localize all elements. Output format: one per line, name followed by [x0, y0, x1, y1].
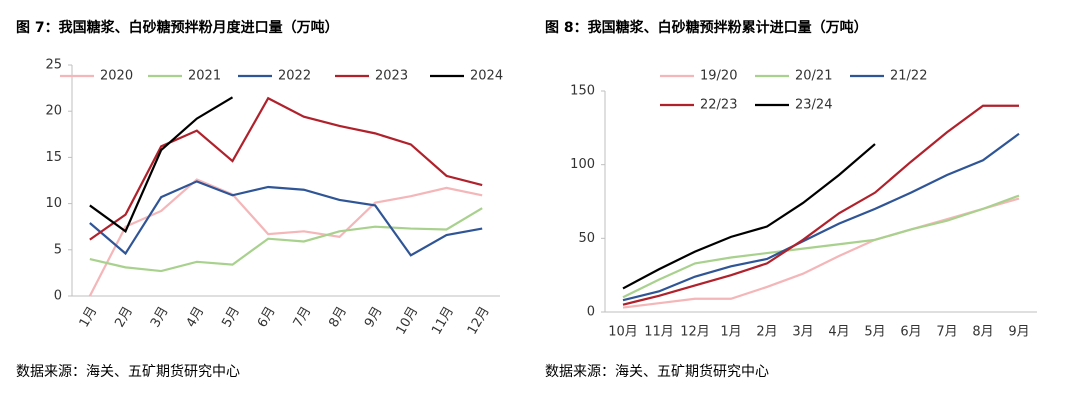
- x-tick-label: 7月: [936, 325, 957, 340]
- legend-label: 2021: [188, 69, 221, 84]
- x-tick-label: 1月: [77, 304, 101, 330]
- x-tick-label: 3月: [792, 325, 813, 340]
- series-line: [622, 194, 1020, 299]
- legend-label: 23/24: [795, 98, 832, 113]
- legend-label: 21/22: [890, 69, 927, 84]
- x-tick-label: 6月: [900, 325, 921, 340]
- x-tick-label: 9月: [362, 304, 386, 330]
- x-tick-label: 1月: [720, 325, 741, 340]
- chart-title: 图 8：我国糖浆、白砂糖预拌粉累计进口量（万吨）: [545, 19, 868, 36]
- x-tick-label: 11月: [644, 325, 674, 340]
- x-tick-label: 12月: [465, 304, 493, 337]
- series-line: [89, 207, 483, 273]
- series-line: [622, 132, 1020, 302]
- series-line: [622, 197, 1020, 309]
- series-line: [89, 180, 483, 257]
- x-tick-label: 5月: [864, 325, 885, 340]
- x-tick-label: 8月: [326, 304, 350, 330]
- y-tick-label: 0: [587, 305, 595, 320]
- x-tick-label: 2月: [756, 325, 777, 340]
- y-tick-label: 0: [54, 289, 62, 304]
- series-line: [622, 143, 876, 290]
- x-tick-label: 4月: [184, 304, 208, 330]
- series-line: [89, 96, 234, 234]
- series-line: [89, 96, 483, 241]
- x-tick-label: 6月: [255, 304, 279, 330]
- x-tick-label: 10月: [608, 325, 638, 340]
- y-tick-label: 25: [45, 58, 62, 73]
- y-tick-label: 10: [45, 196, 62, 211]
- x-tick-label: 8月: [972, 325, 993, 340]
- x-tick-label: 11月: [429, 304, 457, 337]
- legend-label: 20/21: [795, 69, 832, 84]
- chart-title: 图 7：我国糖浆、白砂糖预拌粉月度进口量（万吨）: [16, 19, 339, 36]
- x-tick-label: 5月: [219, 304, 243, 330]
- y-tick-label: 5: [54, 242, 62, 257]
- x-tick-label: 3月: [148, 304, 172, 330]
- x-tick-label: 7月: [291, 304, 315, 330]
- y-tick-label: 150: [570, 84, 595, 99]
- y-tick-label: 20: [45, 104, 62, 119]
- y-tick-label: 50: [578, 231, 595, 246]
- y-tick-label: 15: [45, 150, 62, 165]
- x-tick-label: 4月: [828, 325, 849, 340]
- legend-label: 19/20: [700, 69, 737, 84]
- legend-label: 2022: [278, 69, 311, 84]
- legend-label: 2020: [100, 69, 133, 84]
- series-line: [622, 104, 1019, 306]
- x-tick-label: 2月: [112, 304, 136, 330]
- legend-label: 22/23: [700, 98, 737, 113]
- x-tick-label: 12月: [680, 325, 710, 340]
- legend-label: 2023: [375, 69, 408, 84]
- source: 数据来源：海关、五矿期货研究中心: [545, 363, 769, 380]
- x-tick-label: 10月: [394, 304, 422, 337]
- legend-label: 2024: [470, 69, 503, 84]
- x-tick-label: 9月: [1008, 325, 1029, 340]
- source: 数据来源：海关、五矿期货研究中心: [16, 363, 240, 380]
- series-line: [88, 178, 483, 297]
- y-tick-label: 100: [570, 157, 595, 172]
